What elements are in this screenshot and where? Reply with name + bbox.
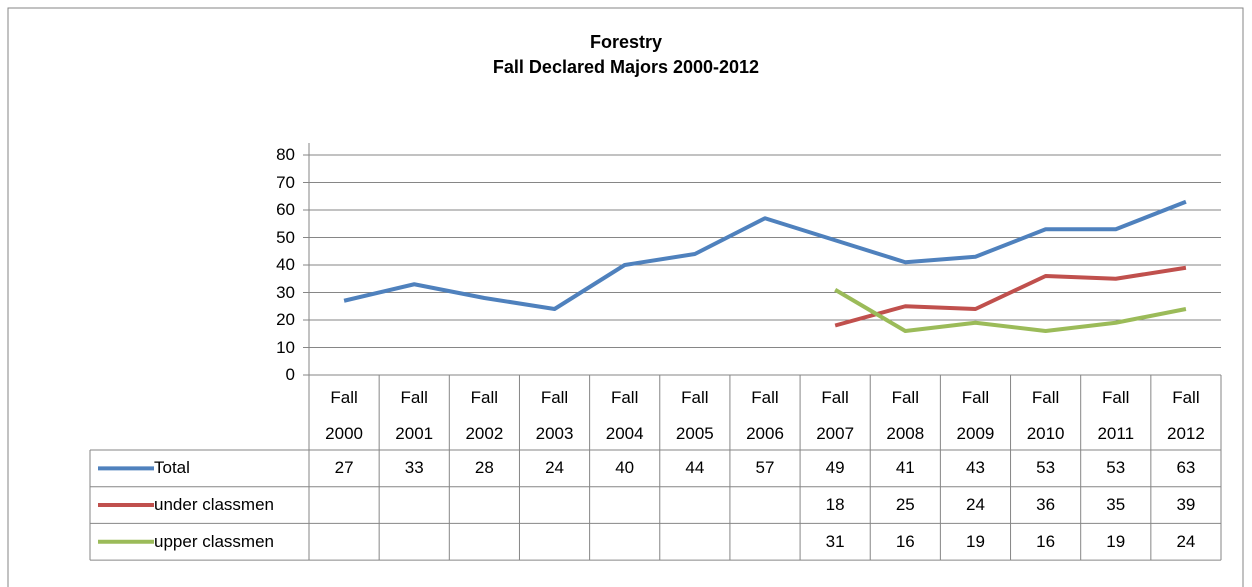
line-series — [834, 265, 1187, 328]
table-cell: 41 — [895, 458, 915, 478]
x-tick-label: Fall 2008 — [886, 388, 925, 443]
x-tick-label: Fall 2005 — [675, 388, 714, 443]
table-cell: 25 — [895, 495, 915, 515]
x-tick-label: Fall 2001 — [395, 388, 434, 443]
table-cell: 57 — [755, 458, 775, 478]
y-tick-label: 0 — [285, 365, 295, 384]
table-cell: 63 — [1176, 458, 1196, 478]
table-cell: 49 — [825, 458, 845, 478]
table-cell: 31 — [825, 531, 845, 551]
table-cell: 36 — [1036, 495, 1056, 515]
y-tick-label: 20 — [276, 310, 295, 329]
table-cell: 33 — [404, 458, 424, 478]
x-tick-label: Fall 2010 — [1026, 388, 1065, 443]
chart-subtitle: Fall Declared Majors 2000-2012 — [492, 57, 760, 77]
x-tick-label: Fall 2011 — [1097, 388, 1135, 443]
x-tick-label: Fall 2012 — [1167, 388, 1205, 443]
y-tick-label: 60 — [276, 200, 295, 219]
table-cell: 53 — [1036, 458, 1056, 478]
table-cell: 19 — [1106, 531, 1126, 551]
x-tick-label: Fall 2000 — [325, 388, 363, 443]
x-tick-label: Fall 2006 — [746, 388, 784, 443]
table-cell: 16 — [895, 531, 915, 551]
x-tick-label: Fall 2007 — [816, 388, 855, 443]
legend-label: under classmen — [154, 495, 275, 515]
y-tick-label: 40 — [276, 255, 295, 274]
table-cell: 24 — [1176, 531, 1196, 551]
table-cell: 19 — [965, 531, 985, 551]
table-cell: 28 — [474, 458, 494, 478]
y-tick-label: 10 — [276, 337, 295, 357]
table-cell: 53 — [1106, 458, 1126, 478]
legend-label: upper classmen — [154, 531, 275, 551]
table-cell: 39 — [1176, 495, 1196, 515]
table-cell: 24 — [545, 458, 564, 478]
table-cell: 27 — [334, 458, 354, 478]
chart-frame — [7, 7, 1244, 587]
x-tick-label: Fall 2002 — [465, 388, 504, 443]
table-cell: 44 — [685, 458, 705, 478]
y-tick-label: 50 — [276, 227, 295, 247]
table-cell: 35 — [1106, 495, 1126, 515]
legend-label: Total — [154, 458, 190, 478]
table-cell: 24 — [965, 495, 985, 515]
line-series — [343, 199, 1187, 311]
x-tick-label: Fall 2009 — [956, 388, 995, 443]
table-cell: 43 — [965, 458, 985, 478]
y-tick-label: 30 — [276, 282, 295, 302]
x-tick-label: Fall 2004 — [605, 388, 644, 443]
table-cell: 40 — [615, 458, 635, 478]
table-cell: 18 — [825, 495, 845, 515]
chart-title: Forestry — [589, 32, 663, 52]
table-cell: 16 — [1036, 531, 1056, 551]
y-tick-label: 70 — [276, 172, 295, 192]
x-tick-label: Fall 2003 — [535, 388, 574, 443]
y-tick-label: 80 — [276, 145, 295, 164]
line-series — [834, 288, 1187, 333]
